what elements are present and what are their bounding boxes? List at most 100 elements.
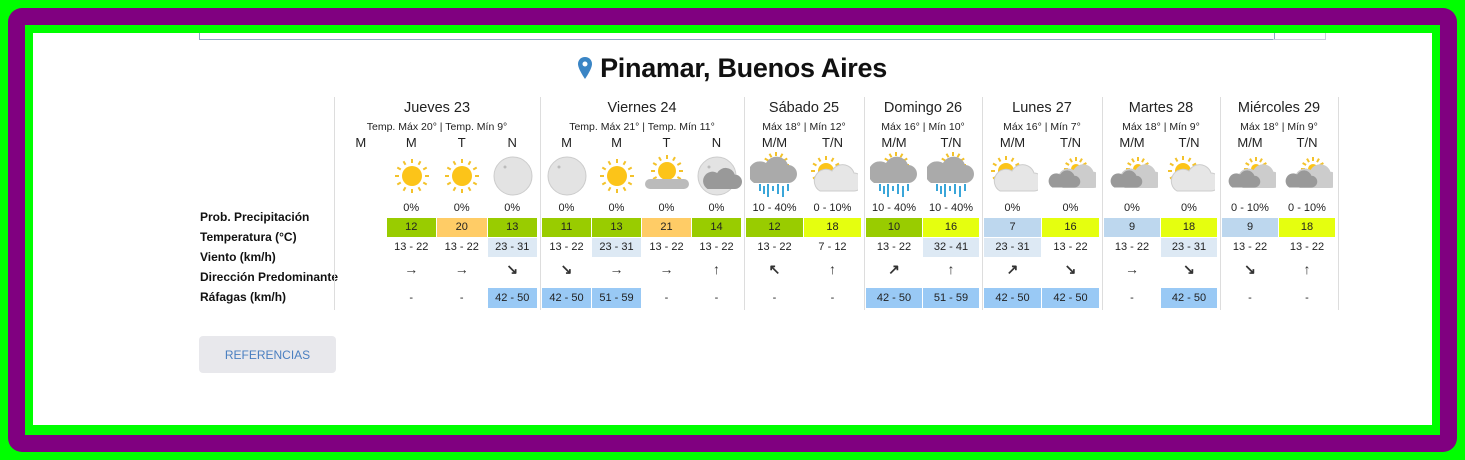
day-temps: Temp. Máx 20° | Temp. Mín 9° (366, 121, 508, 133)
wind-value: 13 - 22 (699, 241, 734, 253)
gust-value: - (714, 292, 719, 304)
period-label: N (507, 135, 517, 150)
period-label: T (457, 135, 466, 150)
period-label: T/N (1178, 135, 1200, 150)
temp-value: 12 (386, 218, 436, 237)
wind-direction-arrow-icon: ↘ (560, 261, 573, 277)
page-title: Pinamar, Buenos Aires (33, 53, 1432, 84)
moon-cloud-icon (692, 151, 742, 201)
gust-value: 51 - 59 (923, 288, 979, 308)
location-name: Pinamar, Buenos Aires (600, 53, 887, 83)
column-divider (540, 97, 541, 310)
search-input[interactable] (199, 33, 1275, 40)
row-label-precip: Prob. Precipitación (200, 210, 310, 224)
gust-value: 42 - 50 (487, 288, 537, 308)
sun-icon (437, 151, 487, 201)
temp-value: 18 (804, 218, 861, 237)
wind-value: 13 - 22 (1232, 241, 1268, 253)
day-name: Domingo 26 (883, 100, 963, 116)
period-label: T (662, 135, 671, 150)
wind-value: 13 - 22 (876, 241, 912, 253)
day-name: Viernes 24 (607, 100, 677, 116)
day-temps: Máx 18° | Mín 9° (1122, 121, 1200, 133)
wind-value: 23 - 31 (487, 238, 537, 257)
map-pin-icon (578, 57, 593, 79)
partly-cloudy-icon (1165, 151, 1220, 201)
period-label: M/M (999, 135, 1026, 150)
wind-direction-arrow-icon: ↘ (1244, 261, 1256, 277)
day-name: Sábado 25 (768, 100, 840, 116)
temp-value: 14 (692, 218, 741, 237)
temp-value: 9 (1104, 218, 1160, 237)
precip-value: 0% (1004, 202, 1021, 214)
gust-value: 51 - 59 (592, 288, 641, 308)
temp-value: 11 (542, 218, 591, 237)
column-divider (864, 97, 865, 310)
moon-icon (488, 151, 538, 201)
cloudy-icon (1283, 151, 1338, 201)
wind-value: 13 - 22 (649, 241, 684, 253)
wind-direction-arrow-icon: ↘ (1183, 261, 1195, 277)
wind-value: 23 - 31 (984, 238, 1041, 257)
cloudy-icon (1046, 151, 1102, 201)
period-label: T/N (940, 135, 962, 150)
temp-value: 10 (866, 218, 922, 237)
precip-value: 0% (558, 202, 575, 214)
precip-value: 0% (1124, 202, 1140, 214)
wind-direction-arrow-icon: ↑ (1303, 261, 1311, 277)
temp-value: 18 (1161, 218, 1217, 237)
temp-value: 13 (487, 218, 537, 237)
wind-value: 23 - 31 (592, 238, 641, 257)
cloudy-icon (1108, 151, 1163, 201)
precip-value: 0% (608, 202, 625, 214)
day-name: Martes 28 (1128, 100, 1194, 116)
gust-value: - (1248, 292, 1252, 304)
wind-direction-arrow-icon: → (609, 261, 624, 277)
gust-value: - (1305, 292, 1309, 304)
wind-direction-arrow-icon: ↑ (829, 261, 836, 277)
wind-direction-arrow-icon: → (454, 261, 469, 277)
gust-value: 42 - 50 (1042, 288, 1099, 308)
period-label: N (711, 135, 722, 150)
wind-direction-arrow-icon: ↘ (1064, 261, 1077, 277)
gust-value: 42 - 50 (1161, 288, 1217, 308)
wind-direction-arrow-icon: ↑ (947, 261, 955, 277)
temp-value: 21 (642, 218, 691, 237)
temp-value: 9 (1222, 218, 1278, 237)
sun-behind-cloud-icon (642, 151, 692, 201)
precip-value: 0% (1181, 202, 1197, 214)
day-temps: Máx 16° | Mín 7° (1003, 121, 1081, 133)
precip-value: 0% (453, 202, 470, 214)
rain-icon (748, 151, 800, 201)
precip-value: 0 - 10% (1231, 202, 1269, 214)
period-label: M (355, 135, 367, 150)
precip-value: 0 - 10% (813, 202, 852, 214)
column-divider (334, 97, 335, 310)
search-button[interactable] (1273, 33, 1326, 40)
temp-value: 16 (923, 218, 979, 237)
precip-value: 0 - 10% (1288, 202, 1326, 214)
row-label-temp: Temperatura (°C) (200, 230, 297, 244)
column-divider (1220, 97, 1221, 310)
gust-value: - (830, 292, 835, 304)
day-temps: Máx 16° | Mín 10° (881, 121, 965, 133)
day-name: Miércoles 29 (1237, 100, 1321, 116)
period-label: M/M (881, 135, 907, 150)
gust-value: - (1130, 292, 1134, 304)
day-name: Lunes 27 (1012, 100, 1072, 116)
sun-icon (387, 151, 437, 201)
gust-value: 42 - 50 (984, 288, 1041, 308)
row-label-direction: Dirección Predominante (200, 270, 339, 284)
wind-direction-arrow-icon: → (659, 261, 674, 277)
period-label: M (405, 135, 417, 150)
wind-value: 23 - 31 (1161, 238, 1217, 257)
precip-value: 0% (658, 202, 675, 214)
wind-value: 7 - 12 (818, 241, 847, 253)
wind-value: 32 - 41 (923, 238, 979, 257)
wind-direction-arrow-icon: ↗ (1006, 261, 1019, 277)
references-button[interactable]: REFERENCIAS (199, 336, 336, 373)
day-temps: Temp. Máx 21° | Temp. Mín 11° (569, 121, 715, 133)
wind-value: 13 - 22 (1114, 241, 1150, 253)
wind-direction-arrow-icon: ↑ (713, 261, 720, 277)
moon-icon (542, 151, 592, 201)
